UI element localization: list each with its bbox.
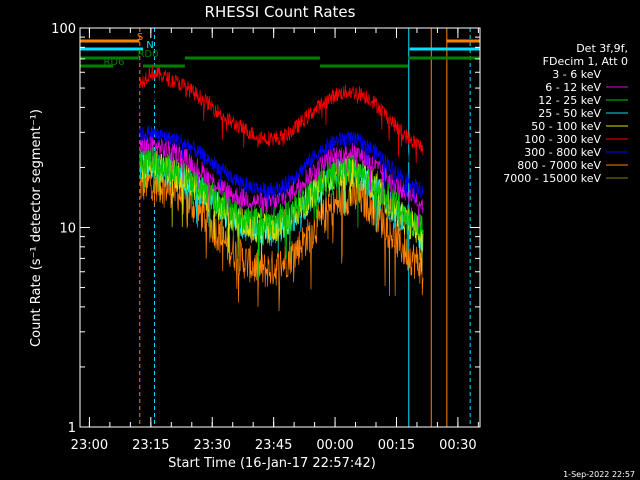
x-tick-label: 00:30: [439, 438, 476, 453]
y-axis-label: Count Rate (s⁻¹ detector segment⁻¹): [29, 109, 44, 347]
x-axis-label: Start Time (16-Jan-17 22:57:42): [168, 456, 376, 471]
legend-header-line: FDecim 1, Att 0: [543, 55, 628, 68]
x-tick-label: 23:45: [255, 438, 292, 453]
chart-title: RHESSI Count Rates: [205, 3, 356, 21]
x-tick-label: 00:00: [316, 438, 353, 453]
legend-header-line: Det 3f,9f,: [576, 42, 628, 55]
status-bar-label-rd0: RD0: [137, 49, 158, 60]
x-tick-label: 23:15: [132, 438, 169, 453]
x-tick-label: 23:00: [71, 438, 108, 453]
axes: 1 10 100 23:00 23:15 23:30 23:45 00:00 00:15 00:3…: [51, 22, 480, 453]
legend-entry-label: 800 - 7000 keV: [517, 159, 601, 172]
status-bar-label-rd6: RD6: [103, 57, 124, 68]
footer-timestamp: 1-Sep-2022 22:57: [563, 470, 635, 479]
status-bar-label-s: S: [137, 32, 143, 43]
series-line-6: [139, 65, 424, 164]
series-line-3: [139, 145, 424, 280]
legend-entry-label: 25 - 50 keV: [538, 107, 601, 120]
legend-entry-label: 100 - 300 keV: [524, 133, 601, 146]
y-tick-label: 1: [68, 421, 76, 436]
y-tick-label: 100: [51, 22, 76, 37]
x-tick-label: 00:15: [378, 438, 415, 453]
x-tick-label: 23:30: [194, 438, 231, 453]
legend-entry-label: 3 - 6 keV: [552, 68, 601, 81]
legend-entry-label: 12 - 25 keV: [538, 94, 601, 107]
legend-entry-label: 50 - 100 keV: [531, 120, 601, 133]
legend-entry-label: 6 - 12 keV: [545, 81, 601, 94]
legend-entry-label: 300 - 800 keV: [524, 146, 601, 159]
series-line-5: [139, 150, 424, 272]
series-line-2: [139, 134, 424, 229]
series-line-7: [139, 125, 424, 221]
y-tick-label: 10: [59, 222, 76, 237]
series-line-1: [139, 87, 424, 176]
legend-entry-label: 7000 - 15000 keV: [503, 172, 601, 185]
status-bar-label-n: N: [146, 40, 153, 51]
